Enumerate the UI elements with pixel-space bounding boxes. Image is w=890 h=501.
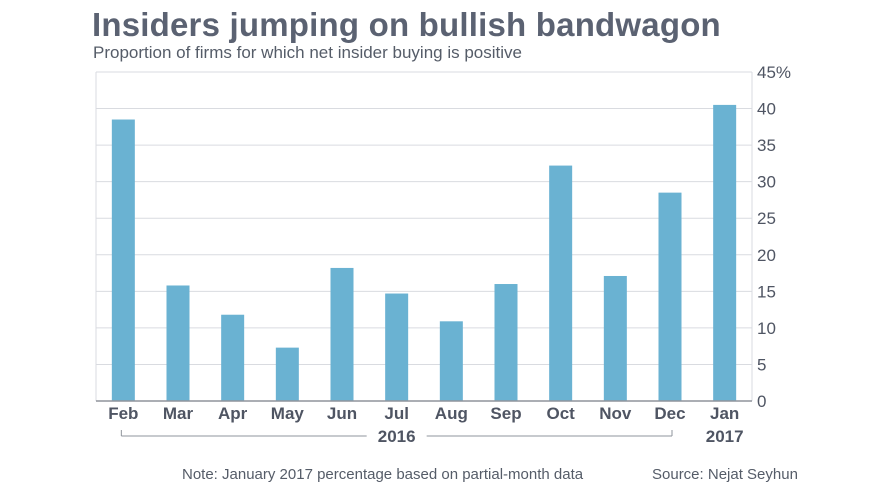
y-tick-label: 5 <box>757 355 766 374</box>
x-tick-label: Apr <box>218 404 248 423</box>
bar <box>221 314 245 401</box>
y-tick-label: 15 <box>757 282 776 301</box>
bar <box>603 275 627 401</box>
bar <box>494 284 518 401</box>
y-tick-label: 45% <box>757 63 791 82</box>
year-group-label: 2017 <box>706 427 744 446</box>
x-tick-label: Dec <box>654 404 685 423</box>
footnote: Note: January 2017 percentage based on p… <box>182 466 584 483</box>
x-tick-label: Jun <box>327 404 357 423</box>
x-tick-label: Feb <box>108 404 138 423</box>
y-tick-label: 10 <box>757 319 776 338</box>
y-tick-label: 30 <box>757 173 776 192</box>
y-tick-label: 35 <box>757 136 776 155</box>
bar <box>275 347 299 401</box>
y-tick-label: 40 <box>757 100 776 119</box>
bar <box>166 285 190 401</box>
y-tick-label: 0 <box>757 392 766 411</box>
year-group-label: 2016 <box>378 427 416 446</box>
bar <box>439 321 463 401</box>
bar <box>385 293 409 401</box>
x-tick-label: May <box>271 404 305 423</box>
bar <box>713 104 737 402</box>
x-tick-label: Aug <box>435 404 468 423</box>
y-tick-label: 20 <box>757 246 776 265</box>
x-tick-label: Oct <box>546 404 575 423</box>
x-tick-label: Nov <box>599 404 632 423</box>
x-tick-label: Jul <box>384 404 409 423</box>
source-credit: Source: Nejat Seyhun <box>652 466 798 483</box>
x-tick-label: Jan <box>710 404 739 423</box>
chart-title: Insiders jumping on bullish bandwagon <box>92 6 721 43</box>
x-tick-label: Sep <box>490 404 521 423</box>
bar <box>111 119 135 402</box>
x-tick-label: Mar <box>163 404 194 423</box>
bar <box>549 165 573 401</box>
bar <box>658 192 682 401</box>
chart-subtitle: Proportion of firms for which net inside… <box>93 43 522 62</box>
bar <box>330 267 354 401</box>
y-tick-label: 25 <box>757 209 776 228</box>
